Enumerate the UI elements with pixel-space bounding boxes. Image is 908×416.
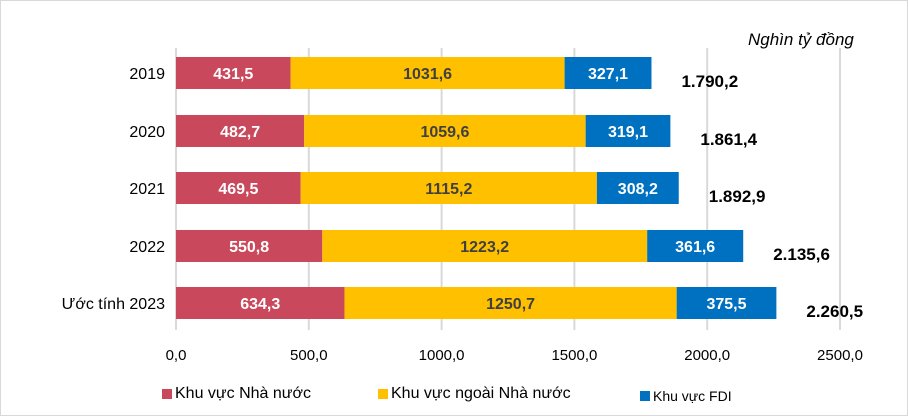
data-label: 550,8 xyxy=(229,239,269,256)
bar-segment xyxy=(304,115,586,147)
legend-swatch xyxy=(162,389,172,399)
data-label: 319,1 xyxy=(608,124,648,141)
bar-segment xyxy=(564,57,652,89)
data-label: 327,1 xyxy=(588,66,628,83)
legend-item: Khu vực Nhà nước xyxy=(162,385,311,403)
x-tick-label: 1500,0 xyxy=(551,347,597,364)
unit-label: Nghìn tỷ đồng xyxy=(748,30,854,49)
total-label: 1.892,9 xyxy=(709,187,766,206)
total-label: 2.260,5 xyxy=(806,302,863,321)
bar-segment xyxy=(176,57,291,89)
legend-label: Khu vực Nhà nước xyxy=(175,385,311,402)
total-label: 1.861,4 xyxy=(700,130,757,149)
category-label: 2021 xyxy=(129,181,165,198)
data-label: 482,7 xyxy=(220,124,260,141)
bar-segment xyxy=(322,230,648,262)
data-label: 1223,2 xyxy=(460,239,509,256)
bar-segment xyxy=(176,115,305,147)
legend-item: Khu vực FDI xyxy=(640,388,732,404)
legend-label: Khu vực FDI xyxy=(653,388,732,404)
total-label: 2.135,6 xyxy=(773,245,830,264)
bar-segment xyxy=(647,230,744,262)
data-label: 1250,7 xyxy=(486,296,535,313)
x-tick-label: 500,0 xyxy=(290,347,328,364)
x-tick-label: 1000,0 xyxy=(419,347,465,364)
total-label: 1.790,2 xyxy=(681,72,738,91)
category-label: Ước tính 2023 xyxy=(62,296,165,313)
data-label: 375,5 xyxy=(706,296,746,313)
category-label: 2022 xyxy=(129,239,165,256)
bar-segment xyxy=(596,172,679,204)
bar-segment xyxy=(290,57,565,89)
legend-swatch xyxy=(640,391,650,401)
x-tick-label: 2500,0 xyxy=(817,347,863,364)
bar-segment xyxy=(176,230,323,262)
data-label: 469,5 xyxy=(218,181,258,198)
bar-segment xyxy=(176,287,345,319)
data-label: 308,2 xyxy=(618,181,658,198)
x-tick-label: 0,0 xyxy=(166,347,187,364)
legend-item: Khu vực ngoài Nhà nước xyxy=(378,385,571,403)
data-label: 431,5 xyxy=(213,66,253,83)
bar-segment xyxy=(176,172,301,204)
data-label: 634,3 xyxy=(240,296,280,313)
category-label: 2019 xyxy=(129,66,165,83)
data-label: 1031,6 xyxy=(403,66,452,83)
legend-swatch xyxy=(378,389,388,399)
x-tick-label: 2000,0 xyxy=(684,347,730,364)
bar-segment xyxy=(585,115,671,147)
bar-segment xyxy=(344,287,677,319)
bar-segment xyxy=(300,172,597,204)
category-label: 2020 xyxy=(129,124,165,141)
bar-segment xyxy=(676,287,777,319)
data-label: 361,6 xyxy=(675,239,715,256)
data-label: 1059,6 xyxy=(420,124,469,141)
legend-label: Khu vực ngoài Nhà nước xyxy=(391,385,571,402)
data-label: 1115,2 xyxy=(425,181,472,198)
